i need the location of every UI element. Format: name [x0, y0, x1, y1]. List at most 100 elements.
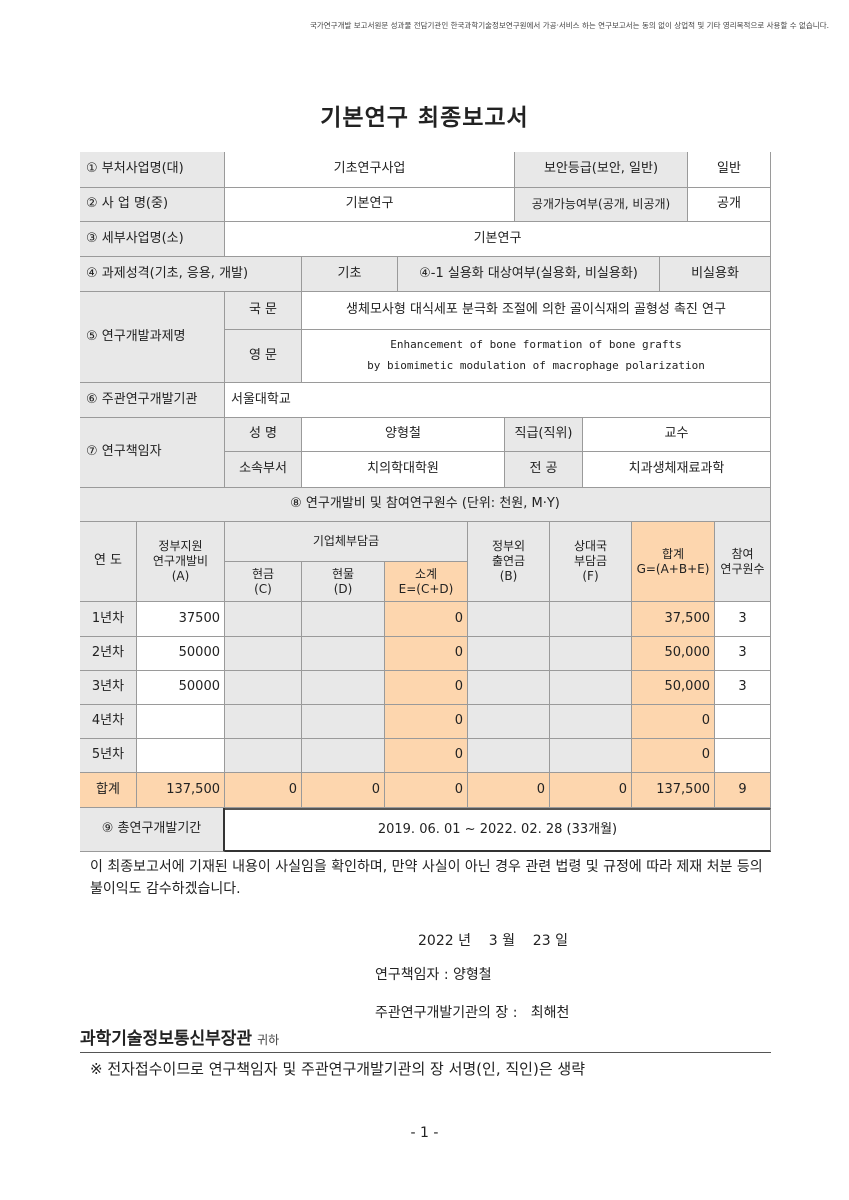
report-date: 2022 년 3 월 23 일: [418, 933, 568, 949]
head-signature: 주관연구개발기관의 장 : 최해천: [375, 1005, 570, 1021]
label-period: ⑨ 총연구개발기간: [80, 808, 225, 852]
cell-non-gov: [468, 705, 550, 739]
header-in-kind: 현물 (D): [302, 562, 385, 602]
cell-non-gov: [468, 739, 550, 773]
value-name: 양형철: [302, 418, 505, 452]
value-disclosure: 공개: [688, 188, 771, 222]
label-institution: ⑥ 주관연구개발기관: [80, 383, 225, 418]
value-position: 교수: [583, 418, 771, 452]
label-english-title: 영 문: [225, 330, 302, 383]
value-institution: 서울대학교: [225, 383, 771, 418]
label-pi: ⑦ 연구책임자: [80, 418, 225, 488]
cell-researchers: 3: [715, 637, 771, 671]
label-korean-title: 국 문: [225, 292, 302, 330]
english-title-line-1: Enhancement of bone formation of bone gr…: [390, 338, 682, 352]
cell-foreign: [550, 705, 632, 739]
cell-in-kind: [302, 705, 385, 739]
cell-cash: [225, 671, 302, 705]
cell-non-gov: [468, 602, 550, 637]
recipient-suffix: 귀하: [257, 1033, 280, 1047]
cell-year: 5년차: [80, 739, 137, 773]
cell-total: 50,000: [632, 637, 715, 671]
pi-signature: 연구책임자 : 양형철: [375, 967, 492, 983]
header-researchers: 참여 연구원수: [715, 522, 771, 602]
value-korean-title: 생체모사형 대식세포 분극화 조절에 의한 골이식재의 골형성 촉진 연구: [302, 292, 771, 330]
cell-total: 0: [632, 705, 715, 739]
cell-in-kind: 0: [302, 773, 385, 808]
cell-non-gov: [468, 637, 550, 671]
cell-in-kind: [302, 637, 385, 671]
header-company-share: 기업체부담금: [225, 522, 468, 562]
cell-subtotal: 0: [385, 637, 468, 671]
cell-gov-fund: 137,500: [137, 773, 225, 808]
cell-non-gov: 0: [468, 773, 550, 808]
cell-in-kind: [302, 602, 385, 637]
label-program: ② 사 업 명(중): [80, 188, 225, 222]
value-major: 치과생체재료과학: [583, 452, 771, 488]
cell-gov-fund: [137, 739, 225, 773]
header-cash: 현금 (C): [225, 562, 302, 602]
value-security: 일반: [688, 152, 771, 188]
cell-researchers: 9: [715, 773, 771, 808]
header-gov-fund: 정부지원 연구개발비 (A): [137, 522, 225, 602]
signature-omission-note: ※ 전자접수이므로 연구책임자 및 주관연구개발기관의 장 서명(인, 직인)은…: [90, 1060, 585, 1078]
cell-total: 0: [632, 739, 715, 773]
recipient: 과학기술정보통신부장관: [80, 1029, 253, 1049]
cell-cash: [225, 739, 302, 773]
label-ministry-program: ① 부처사업명(대): [80, 152, 225, 188]
cell-year: 4년차: [80, 705, 137, 739]
value-program: 기본연구: [225, 188, 515, 222]
copyright-notice: 국가연구개발 보고서원문 성과물 전담기관인 한국과학기술정보연구원에서 가공·…: [309, 21, 829, 30]
header-foreign: 상대국 부담금 (F): [550, 522, 632, 602]
cell-subtotal: 0: [385, 705, 468, 739]
label-disclosure: 공개가능여부(공개, 비공개): [515, 188, 688, 222]
cell-gov-fund: 50000: [137, 671, 225, 705]
value-department: 치의학대학원: [302, 452, 505, 488]
value-period: 2019. 06. 01 ~ 2022. 02. 28 (33개월): [225, 808, 771, 852]
value-english-title: Enhancement of bone formation of bone gr…: [302, 330, 771, 383]
cell-subtotal: 0: [385, 671, 468, 705]
cell-total: 50,000: [632, 671, 715, 705]
value-project-nature: 기초: [302, 257, 398, 292]
cell-in-kind: [302, 671, 385, 705]
cell-total: 137,500: [632, 773, 715, 808]
value-ministry-program: 기초연구사업: [225, 152, 515, 188]
cell-year: 1년차: [80, 602, 137, 637]
cell-year: 2년차: [80, 637, 137, 671]
cell-subtotal: 0: [385, 739, 468, 773]
confirmation-statement: 이 최종보고서에 기재된 내용이 사실임을 확인하며, 만약 사실이 아닌 경우…: [90, 859, 763, 897]
label-name: 성 명: [225, 418, 302, 452]
label-project-nature: ④ 과제성격(기초, 응용, 개발): [80, 257, 302, 292]
cell-gov-fund: 37500: [137, 602, 225, 637]
cell-foreign: [550, 602, 632, 637]
label-project-title: ⑤ 연구개발과제명: [80, 292, 225, 383]
budget-title: ⑧ 연구개발비 및 참여연구원수 (단위: 천원, M·Y): [80, 488, 771, 522]
cell-in-kind: [302, 739, 385, 773]
label-position: 직급(직위): [505, 418, 583, 452]
cell-researchers: [715, 739, 771, 773]
page-title: 기본연구 최종보고서: [320, 105, 529, 131]
value-practical: 비실용화: [660, 257, 771, 292]
cell-cash: [225, 637, 302, 671]
cell-gov-fund: [137, 705, 225, 739]
cell-foreign: [550, 739, 632, 773]
cell-subtotal: 0: [385, 773, 468, 808]
cell-cash: [225, 602, 302, 637]
cell-year: 3년차: [80, 671, 137, 705]
cell-year: 합계: [80, 773, 137, 808]
cell-foreign: [550, 671, 632, 705]
label-subprogram: ③ 세부사업명(소): [80, 222, 225, 257]
header-total: 합계 G=(A+B+E): [632, 522, 715, 602]
cell-cash: [225, 705, 302, 739]
cell-total: 37,500: [632, 602, 715, 637]
cell-subtotal: 0: [385, 602, 468, 637]
header-year: 연 도: [80, 522, 137, 602]
label-major: 전 공: [505, 452, 583, 488]
english-title-line-2: by biomimetic modulation of macrophage p…: [367, 359, 705, 372]
label-department: 소속부서: [225, 452, 302, 488]
cell-foreign: 0: [550, 773, 632, 808]
cell-non-gov: [468, 671, 550, 705]
label-practical: ④-1 실용화 대상여부(실용화, 비실용화): [398, 257, 660, 292]
cell-foreign: [550, 637, 632, 671]
